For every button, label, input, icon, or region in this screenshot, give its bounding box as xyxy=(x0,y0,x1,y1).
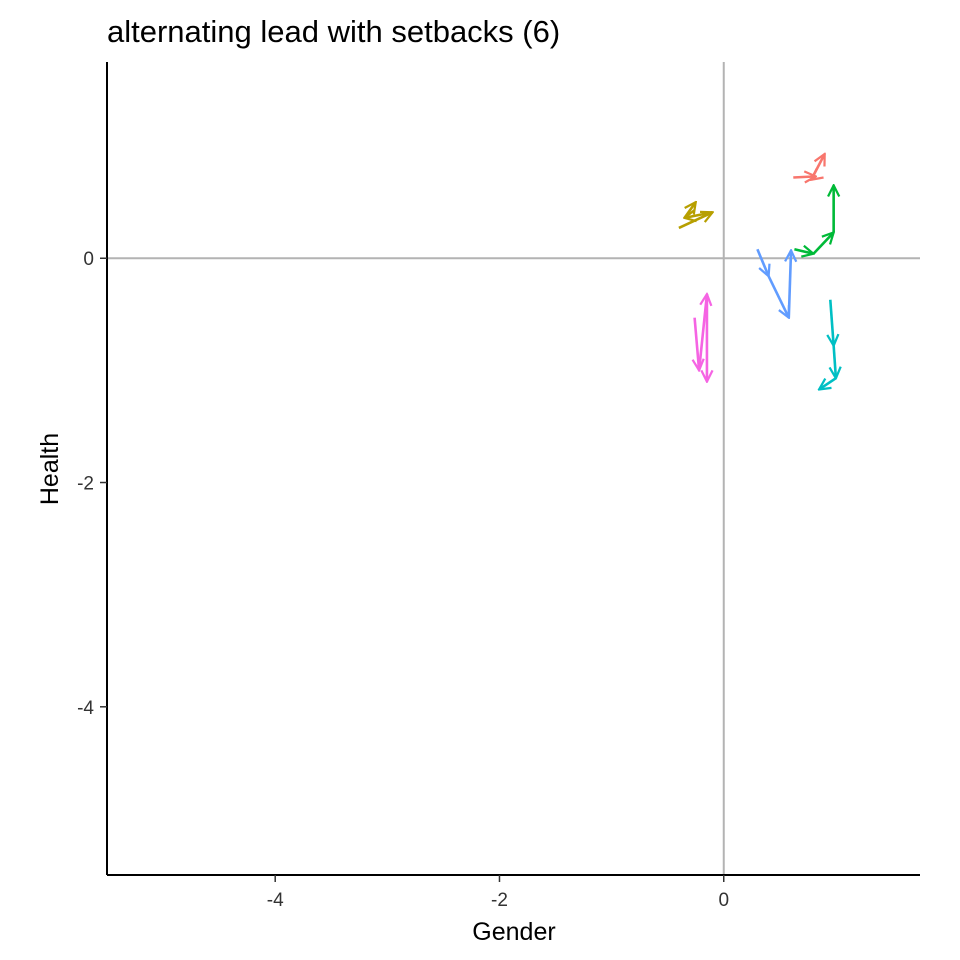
series-2-segment xyxy=(683,202,696,219)
series-layer xyxy=(678,154,837,390)
x-tick-label: -4 xyxy=(267,890,284,911)
y-axis-ticks: -4 -2 0 xyxy=(77,249,107,719)
y-tick-label: 0 xyxy=(83,249,94,270)
series-5-segment xyxy=(767,275,789,317)
series-5-segment xyxy=(789,250,791,318)
chart-title: alternating lead with setbacks (6) xyxy=(107,14,560,49)
series-4-segment xyxy=(830,299,833,346)
series-3-segment xyxy=(794,249,813,253)
series-4 xyxy=(819,299,837,390)
series-5-segment xyxy=(756,248,768,276)
series-5 xyxy=(756,248,791,318)
series-2-segment xyxy=(685,212,713,218)
series-6-segment xyxy=(697,294,707,371)
series-1-segment xyxy=(810,154,824,181)
series-2 xyxy=(678,202,713,230)
series-6-segment xyxy=(695,317,699,371)
x-axis-ticks: -4 -2 0 xyxy=(267,875,729,911)
series-6 xyxy=(695,294,707,381)
y-axis-title: Health xyxy=(36,433,64,505)
series-3-segment xyxy=(812,232,833,255)
series-4-segment xyxy=(834,345,836,379)
y-tick-label: -2 xyxy=(77,474,94,495)
x-axis-title: Gender xyxy=(472,918,555,946)
y-tick-label: -4 xyxy=(77,698,94,719)
series-1 xyxy=(793,154,824,180)
series-3 xyxy=(794,185,833,253)
x-tick-label: -2 xyxy=(491,890,508,911)
series-4-segment xyxy=(819,377,837,389)
x-tick-label: 0 xyxy=(718,890,729,911)
